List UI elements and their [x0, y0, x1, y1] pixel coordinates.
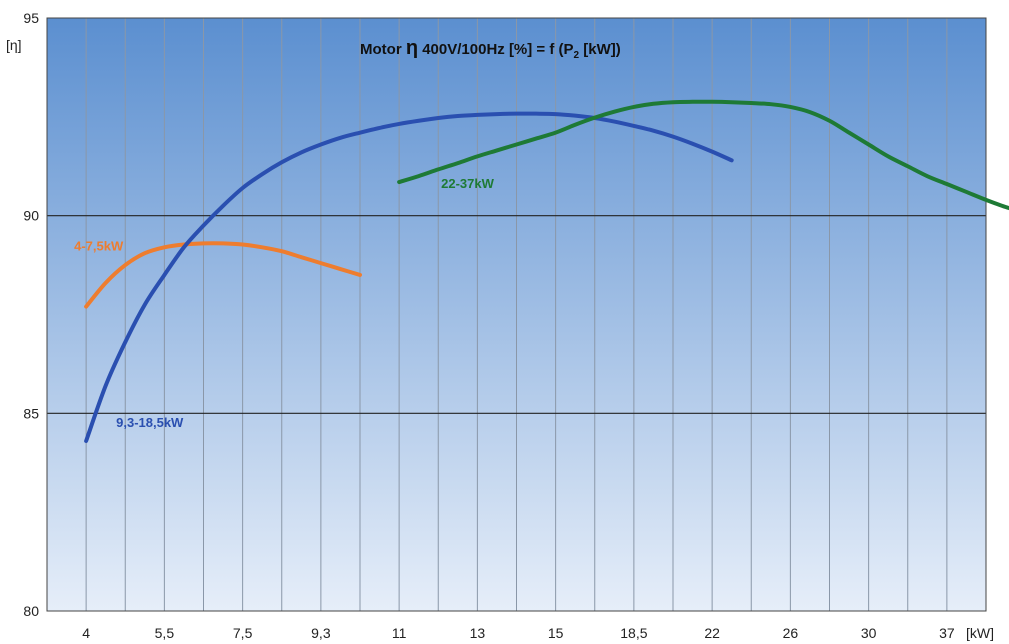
horizontal-gridlines: [47, 215, 986, 414]
x-tick-label: 7,5: [233, 625, 253, 641]
title-sub: 2: [574, 50, 580, 61]
x-tick-label: 5,5: [155, 625, 175, 641]
plot-border: [46, 17, 987, 612]
x-axis-label: [kW]: [966, 625, 994, 641]
x-tick-label: 26: [783, 625, 799, 641]
series-label: 22-37kW: [441, 176, 494, 191]
y-tick-label: 80: [23, 603, 39, 619]
series-line: [84, 111, 734, 444]
x-tick-label: 22: [704, 625, 720, 641]
x-tick-label: 37: [939, 625, 955, 641]
x-axis-ticks: 4 5,5 7,5 9,3 11 13 15 18,5 22 26 30 37: [82, 625, 955, 641]
y-axis-label: [η]: [6, 37, 22, 53]
y-tick-label: 95: [23, 10, 39, 26]
series-line: [397, 99, 1009, 211]
x-tick-label: 18,5: [620, 625, 647, 641]
series-line: [84, 241, 362, 309]
title-prefix: Motor: [360, 41, 406, 58]
series-labels: 4-7,5kW 9,3-18,5kW 22-37kW: [74, 176, 494, 430]
x-tick-label: 30: [861, 625, 877, 641]
series-lines: [84, 99, 1009, 444]
x-tick-label: 15: [548, 625, 564, 641]
x-tick-label: 13: [470, 625, 486, 641]
y-axis-ticks: 80 85 90 95: [23, 10, 39, 619]
title-eta: η: [406, 37, 418, 59]
y-tick-label: 90: [23, 208, 39, 224]
chart-title: Motor η 400V/100Hz [%] = f (P2 [kW]): [360, 37, 621, 61]
y-tick-label: 85: [23, 405, 39, 421]
x-tick-label: 4: [82, 625, 90, 641]
title-mid: 400V/100Hz [%] = f (P: [418, 41, 573, 58]
series-label: 9,3-18,5kW: [116, 415, 184, 430]
x-tick-label: 9,3: [311, 625, 331, 641]
x-tick-label: 11: [392, 625, 407, 641]
title-suffix: [kW]): [579, 41, 621, 58]
series-label: 4-7,5kW: [74, 239, 124, 254]
vertical-gridlines: [85, 18, 948, 611]
